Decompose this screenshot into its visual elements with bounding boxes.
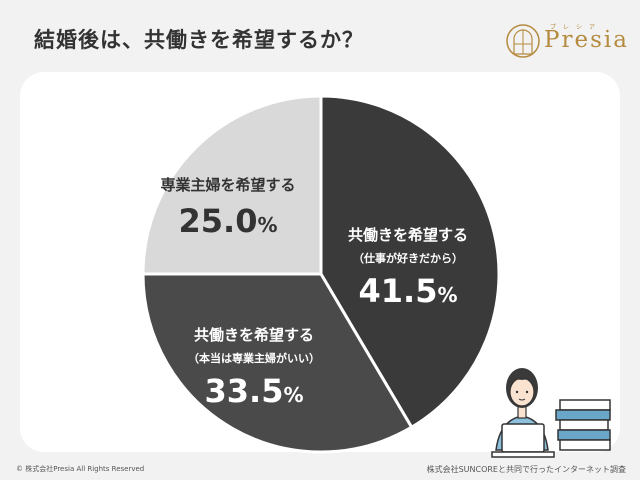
logo-window-icon xyxy=(506,24,540,58)
slice-sublabel-1: （本当は専業主婦がいい） xyxy=(188,351,320,365)
page-title: 結婚後は、共働きを希望するか？ xyxy=(34,28,364,52)
woman-at-laptop-with-books-icon xyxy=(486,350,616,460)
slice-value-0: 41.5% xyxy=(359,272,458,310)
copyright-text: © 株式会社Presia All Rights Reserved xyxy=(16,465,145,473)
logo-kana: プレシア xyxy=(550,24,603,31)
presia-logo: プレシア Presia xyxy=(506,22,630,60)
slice-label-1: 共働きを希望する xyxy=(194,326,314,344)
pie-slice-2 xyxy=(141,94,323,276)
slice-value-1: 33.5% xyxy=(205,372,304,410)
logo-text: Presia xyxy=(544,27,629,53)
header: 結婚後は、共働きを希望するか？ プレシア Presia xyxy=(0,0,640,86)
source-text: 株式会社SUNCOREと共同で行ったインターネット調査 xyxy=(426,465,626,474)
slice-sublabel-0: （仕事が好きだから） xyxy=(353,251,463,265)
slice-label-2: 専業主婦を希望する xyxy=(160,176,295,194)
pie-slice-0 xyxy=(319,94,501,430)
slice-label-0: 共働きを希望する xyxy=(348,226,468,244)
pie-slice-1 xyxy=(141,272,414,454)
slice-value-2: 25.0% xyxy=(179,202,278,240)
